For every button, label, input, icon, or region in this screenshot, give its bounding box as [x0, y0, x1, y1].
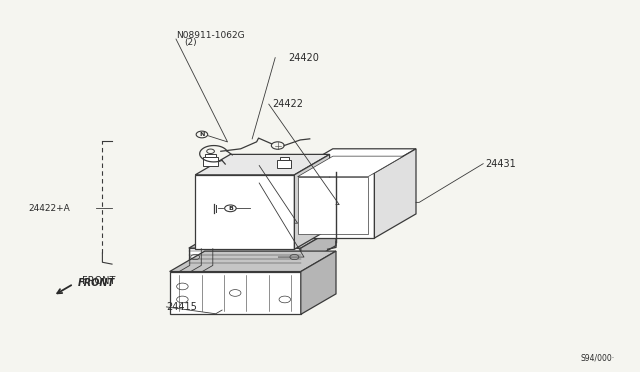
Text: 24410: 24410	[261, 161, 292, 170]
Text: S94/000·: S94/000·	[580, 353, 614, 362]
Polygon shape	[294, 154, 330, 249]
Text: (2): (2)	[184, 38, 197, 47]
Bar	[277, 160, 291, 168]
Polygon shape	[374, 149, 416, 238]
Text: N: N	[199, 132, 205, 137]
Bar	[189, 248, 301, 266]
Bar	[298, 177, 368, 234]
Polygon shape	[189, 228, 336, 248]
Text: 24420: 24420	[288, 53, 319, 62]
Bar	[280, 157, 289, 160]
Text: B: B	[228, 206, 233, 211]
Text: 24428: 24428	[261, 178, 292, 188]
Text: 24422: 24422	[272, 99, 303, 109]
Text: N08911-1062G: N08911-1062G	[176, 31, 244, 40]
Bar	[291, 173, 374, 238]
Text: 24431: 24431	[485, 159, 516, 169]
Polygon shape	[170, 251, 336, 272]
Bar	[203, 157, 218, 166]
Polygon shape	[301, 228, 336, 266]
Bar	[205, 154, 216, 157]
Polygon shape	[291, 149, 416, 173]
Polygon shape	[195, 154, 330, 175]
Bar	[170, 272, 301, 314]
Bar	[195, 175, 294, 249]
Text: B08146-8122G: B08146-8122G	[253, 204, 321, 213]
Text: FRONT: FRONT	[82, 276, 115, 286]
Polygon shape	[298, 156, 403, 177]
Text: 24422+A: 24422+A	[29, 204, 70, 213]
Polygon shape	[301, 251, 336, 314]
Text: FRONT: FRONT	[78, 278, 115, 288]
Text: 24415: 24415	[166, 302, 197, 312]
Text: (5): (5)	[260, 211, 273, 220]
